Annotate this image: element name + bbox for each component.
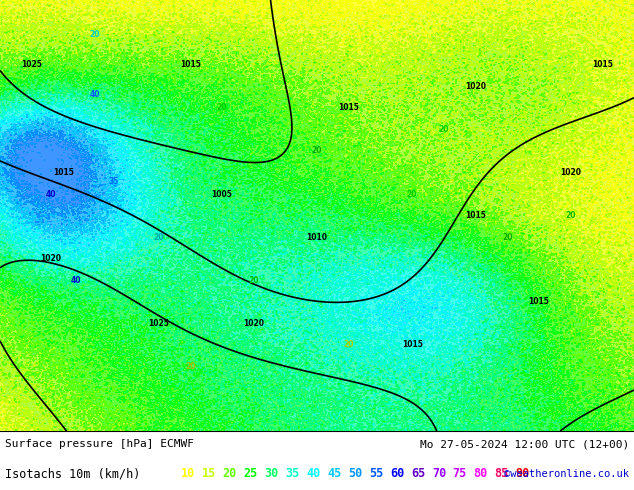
Text: 1020: 1020	[465, 82, 486, 91]
Text: 75: 75	[453, 467, 467, 480]
Text: 80: 80	[474, 467, 488, 480]
Text: 30: 30	[264, 467, 278, 480]
Text: Mo 27-05-2024 12:00 UTC (12+00): Mo 27-05-2024 12:00 UTC (12+00)	[420, 439, 629, 449]
Text: 85: 85	[495, 467, 508, 480]
Text: 60: 60	[390, 467, 404, 480]
Text: 50: 50	[348, 467, 362, 480]
Text: 45: 45	[327, 467, 341, 480]
Text: 1010: 1010	[306, 233, 328, 242]
Text: 1015: 1015	[529, 297, 549, 306]
Text: 90: 90	[515, 467, 529, 480]
Text: 20: 20	[223, 467, 236, 480]
Text: 20: 20	[566, 211, 576, 220]
Text: 20: 20	[90, 30, 100, 39]
Text: 1015: 1015	[402, 341, 422, 349]
Text: 20: 20	[312, 147, 322, 155]
Text: Isotachs 10m (km/h): Isotachs 10m (km/h)	[5, 467, 141, 480]
Text: 40: 40	[90, 90, 100, 99]
Text: 1020: 1020	[243, 319, 264, 328]
Text: 15: 15	[202, 467, 216, 480]
Text: 20: 20	[439, 125, 449, 134]
Text: 35: 35	[285, 467, 299, 480]
Text: 1020: 1020	[560, 168, 581, 177]
Text: 20: 20	[407, 190, 417, 198]
Text: 40: 40	[46, 190, 56, 198]
Text: 8: 8	[93, 147, 98, 155]
Text: Surface pressure [hPa] ECMWF: Surface pressure [hPa] ECMWF	[5, 439, 194, 449]
Text: ©weatheronline.co.uk: ©weatheronline.co.uk	[504, 468, 629, 479]
Text: 20: 20	[344, 341, 354, 349]
Text: 40: 40	[306, 467, 320, 480]
Text: 1015: 1015	[53, 168, 74, 177]
Text: 20: 20	[502, 233, 512, 242]
Text: 70: 70	[432, 467, 446, 480]
Text: 35: 35	[109, 176, 119, 186]
Text: 1015: 1015	[592, 60, 612, 69]
Text: 55: 55	[369, 467, 383, 480]
Text: 1020: 1020	[40, 254, 61, 263]
Text: 25: 25	[243, 467, 257, 480]
Text: 1015: 1015	[339, 103, 359, 112]
Text: 1015: 1015	[180, 60, 200, 69]
Text: 1025: 1025	[148, 319, 169, 328]
Text: 1005: 1005	[212, 190, 232, 198]
Text: 1015: 1015	[465, 211, 486, 220]
Text: 20: 20	[249, 276, 259, 285]
Text: 20: 20	[153, 233, 164, 242]
Text: 20: 20	[217, 103, 227, 112]
Text: 40: 40	[71, 276, 81, 285]
Text: 20: 20	[185, 362, 195, 371]
Text: 1025: 1025	[22, 60, 42, 69]
Text: 65: 65	[411, 467, 425, 480]
Text: 10: 10	[181, 467, 195, 480]
